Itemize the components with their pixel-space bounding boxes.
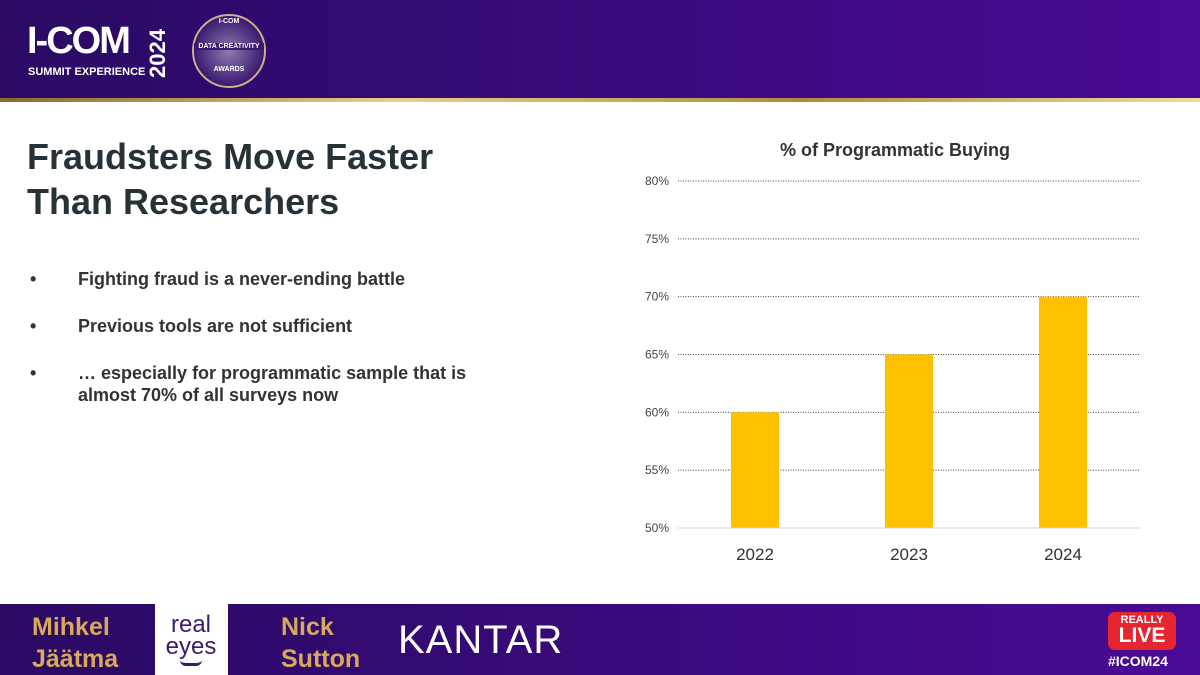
smile-icon [180, 660, 202, 666]
x-tick-label: 2022 [736, 545, 774, 564]
bar [731, 412, 779, 528]
realeyes-logo: real eyes [163, 611, 219, 666]
y-tick-label: 80% [645, 174, 669, 188]
badge-top: I-COM [218, 18, 240, 25]
y-tick-label: 50% [645, 521, 669, 535]
y-tick-label: 60% [645, 405, 669, 419]
live-top: REALLY [1120, 614, 1164, 626]
bullet-text: Previous tools are not sufficient [78, 316, 353, 336]
y-tick-label: 55% [645, 463, 669, 477]
really-live-badge: REALLY LIVE [1108, 612, 1176, 650]
y-tick-label: 75% [645, 232, 669, 246]
realeyes-bottom: eyes [165, 633, 217, 660]
bullet-text: … especially for programmatic sample tha… [78, 363, 467, 405]
hashtag: #ICOM24 [1108, 653, 1168, 669]
bar [1039, 296, 1087, 528]
y-tick-label: 70% [645, 290, 669, 304]
y-tick-label: 65% [645, 348, 669, 362]
icom-logo: I-COM [27, 20, 131, 62]
speaker1-last: Jäätma [32, 645, 119, 673]
live-main: LIVE [1118, 624, 1166, 647]
badge-bottom: AWARDS [213, 66, 245, 73]
x-tick-label: 2024 [1044, 545, 1082, 564]
speaker2-first: Nick [281, 613, 334, 641]
bullet-dot: • [30, 269, 37, 289]
chart-title: % of Programmatic Buying [779, 140, 1011, 160]
bullet-item: • Fighting fraud is a never-ending battle [30, 268, 490, 290]
bullet-dot: • [30, 363, 37, 383]
awards-badge: I-COM DATA CREATIVITY AWARDS [192, 14, 266, 88]
gold-divider [0, 98, 1200, 102]
slide-title: Fraudsters Move Faster Than Researchers [27, 136, 434, 222]
bullet-text: Fighting fraud is a never-ending battle [78, 269, 406, 289]
logo-subtitle: SUMMIT EXPERIENCE [28, 66, 146, 78]
speaker2-last: Sutton [281, 645, 361, 673]
badge-mid: DATA CREATIVITY [194, 43, 264, 50]
x-tick-label: 2023 [890, 545, 928, 564]
bullet-item: • … especially for programmatic sample th… [30, 362, 490, 406]
bullet-dot: • [30, 316, 37, 336]
speaker1-first: Mihkel [32, 613, 110, 641]
realeyes-top: real [170, 611, 212, 638]
bar [885, 354, 933, 528]
bullet-list: • Fighting fraud is a never-ending battle… [30, 268, 490, 431]
speaker2-name: Nick Sutton [281, 611, 360, 675]
speaker1-name: Mihkel Jäätma [32, 611, 118, 675]
bullet-item: • Previous tools are not sufficient [30, 315, 490, 337]
kantar-logo: KANTAR [398, 618, 564, 662]
